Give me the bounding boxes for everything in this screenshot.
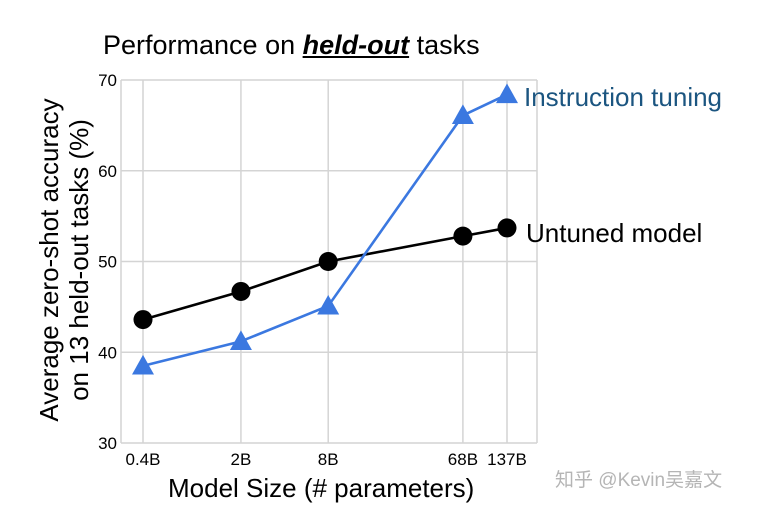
y-tick-label: 40 (98, 343, 117, 362)
x-tick-label: 0.4B (126, 450, 161, 469)
data-point-instruction-tuning (496, 83, 518, 104)
legend-label-untuned-model: Untuned model (526, 218, 703, 248)
chart-title-prefix: Performance on (103, 30, 303, 60)
data-point-untuned-model (453, 226, 473, 246)
y-tick-label: 70 (98, 71, 117, 90)
data-point-untuned-model (133, 310, 153, 330)
data-point-untuned-model (497, 218, 517, 238)
watermark: 知乎 @Kevin吴嘉文 (555, 470, 723, 491)
data-point-untuned-model (318, 252, 338, 271)
x-axis-label: Model Size (# parameters) (168, 473, 475, 503)
x-tick-label: 68B (448, 450, 478, 469)
x-tick-label: 8B (318, 450, 339, 469)
y-axis-label-line1: Average zero-shot accuracy (34, 98, 64, 422)
series-line-instruction-tuning (142, 93, 508, 368)
chart-title-emphasis: held-out (302, 30, 410, 60)
data-point-instruction-tuning (451, 104, 474, 124)
data-point-instruction-tuning (229, 330, 252, 350)
x-tick-label: 137B (487, 450, 527, 469)
data-point-instruction-tuning (132, 354, 154, 375)
y-tick-label: 50 (98, 253, 117, 272)
y-axis-label-line2: on 13 held-out tasks (%) (64, 119, 94, 401)
y-tick-label: 30 (98, 434, 117, 453)
chart-title: Performance on held-out tasks (103, 30, 480, 61)
y-tick-label: 60 (98, 162, 117, 181)
data-point-untuned-model (231, 281, 251, 301)
legend-label-instruction-tuning: Instruction tuning (524, 82, 723, 112)
x-tick-label: 2B (231, 450, 252, 469)
y-axis-label: Average zero-shot accuracy on 13 held-out… (34, 98, 94, 421)
data-point-instruction-tuning (317, 294, 340, 315)
chart-title-suffix: tasks (409, 30, 480, 60)
